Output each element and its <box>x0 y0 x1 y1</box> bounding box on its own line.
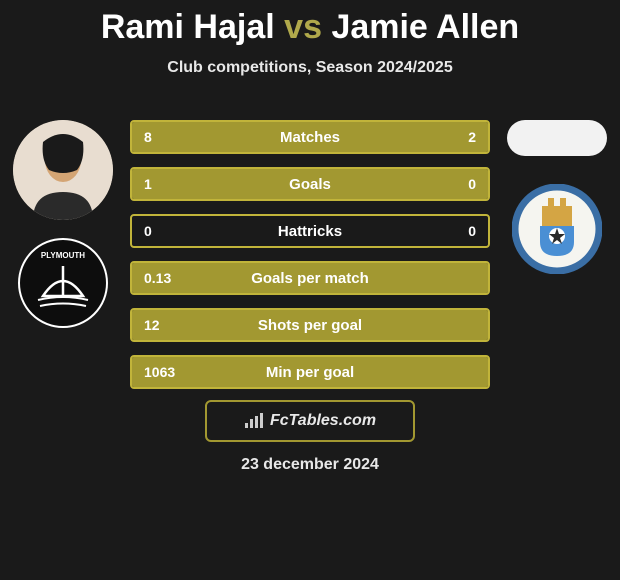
player2-club-logo <box>512 184 602 274</box>
stat-left-value: 1063 <box>132 364 192 380</box>
player1-avatar <box>13 120 113 220</box>
stat-label: Shots per goal <box>192 317 428 334</box>
plymouth-logo-icon: PLYMOUTH <box>18 238 108 328</box>
stat-right-value: 0 <box>428 176 488 192</box>
person-icon <box>13 120 113 220</box>
stat-left-value: 12 <box>132 317 192 333</box>
stat-left-value: 1 <box>132 176 192 192</box>
stat-label: Min per goal <box>192 364 428 381</box>
stat-label: Hattricks <box>192 223 428 240</box>
player1-club-logo: PLYMOUTH <box>18 238 108 328</box>
coventry-logo-icon <box>512 184 602 274</box>
stat-row: 8Matches2 <box>130 120 490 154</box>
stat-row: 0.13Goals per match <box>130 261 490 295</box>
player2-name: Jamie Allen <box>331 8 519 46</box>
comparison-title: Rami Hajal vs Jamie Allen <box>0 0 620 47</box>
stats-table: 8Matches21Goals00Hattricks00.13Goals per… <box>130 120 490 389</box>
stat-row: 1Goals0 <box>130 167 490 201</box>
stat-row: 12Shots per goal <box>130 308 490 342</box>
stat-right-value: 2 <box>428 129 488 145</box>
left-column: PLYMOUTH <box>8 120 118 328</box>
stat-right-value: 0 <box>428 223 488 239</box>
right-column <box>502 120 612 274</box>
chart-icon <box>244 413 264 429</box>
stat-left-value: 8 <box>132 129 192 145</box>
stat-label: Goals <box>192 176 428 193</box>
stat-row: 0Hattricks0 <box>130 214 490 248</box>
source-text: FcTables.com <box>270 412 376 430</box>
vs-label: vs <box>284 8 322 46</box>
subtitle: Club competitions, Season 2024/2025 <box>0 59 620 77</box>
stat-left-value: 0.13 <box>132 270 192 286</box>
stat-row: 1063Min per goal <box>130 355 490 389</box>
player2-avatar <box>507 120 607 156</box>
date-label: 23 december 2024 <box>0 456 620 474</box>
player1-name: Rami Hajal <box>101 8 275 46</box>
stat-label: Matches <box>192 129 428 146</box>
stat-label: Goals per match <box>192 270 428 287</box>
source-badge[interactable]: FcTables.com <box>205 400 415 442</box>
svg-text:PLYMOUTH: PLYMOUTH <box>41 251 85 260</box>
stat-left-value: 0 <box>132 223 192 239</box>
